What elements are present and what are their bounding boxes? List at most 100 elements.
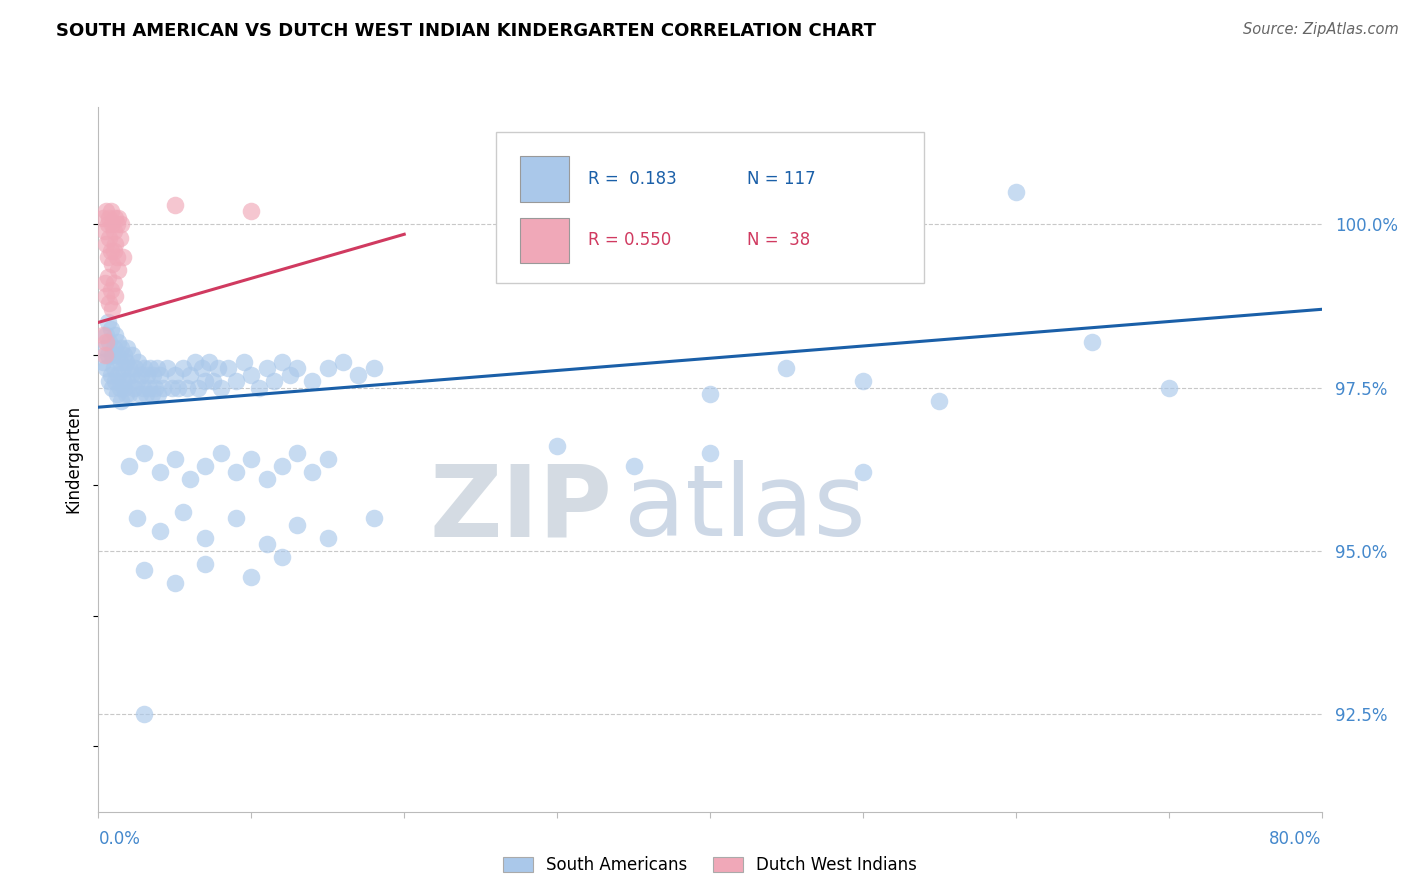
Point [93,342,115,356]
Point [100,244,122,258]
Point [156,361,179,376]
Point [103,342,125,356]
Point [1081,334,1104,349]
Point [332,354,354,368]
Point [103,244,125,258]
Point [103,276,125,290]
Point [194,458,217,473]
Point [149,368,172,382]
Point [98,230,121,244]
Point [103,224,125,238]
Point [93,224,115,238]
Point [134,563,156,577]
Point [105,387,128,401]
Point [129,368,152,382]
Point [270,550,294,565]
Point [163,198,186,212]
Point [194,557,217,571]
Point [225,511,247,525]
FancyBboxPatch shape [496,132,924,284]
Point [270,458,294,473]
Text: Source: ZipAtlas.com: Source: ZipAtlas.com [1243,22,1399,37]
Point [256,361,278,376]
Point [111,250,134,264]
Point [104,289,127,303]
Point [240,204,263,219]
Point [240,368,263,382]
FancyBboxPatch shape [520,218,569,263]
Point [101,381,124,395]
Point [94,289,117,303]
Point [112,381,135,395]
Point [91,328,114,343]
Point [93,276,115,290]
Point [124,361,146,376]
Point [191,361,214,376]
Point [316,452,339,467]
Point [108,230,131,244]
Point [278,368,301,382]
Point [347,368,370,382]
Point [699,446,721,460]
Point [928,393,950,408]
Point [97,218,120,232]
Point [117,374,139,388]
Point [118,458,141,473]
Point [163,452,186,467]
Point [100,368,122,382]
Point [145,361,167,376]
Point [107,211,129,225]
Point [143,381,166,395]
Point [136,368,159,382]
Point [285,517,308,532]
Point [141,387,163,401]
Point [194,374,217,388]
Point [225,466,247,480]
Point [111,374,134,388]
Point [105,218,128,232]
Point [104,211,127,225]
Point [104,328,127,343]
Point [98,374,121,388]
Point [132,381,155,395]
Text: 80.0%: 80.0% [1270,830,1322,848]
Point [699,387,721,401]
Point [179,472,201,486]
Point [163,368,186,382]
Point [135,387,157,401]
Point [127,354,149,368]
Point [107,368,129,382]
Point [105,348,128,362]
Point [98,295,121,310]
Point [184,354,207,368]
Point [207,361,229,376]
Point [363,511,385,525]
Point [623,458,645,473]
Point [98,334,121,349]
Point [852,374,875,388]
Point [94,237,117,252]
Point [94,334,117,349]
Point [94,328,117,343]
Point [93,348,115,362]
Point [285,446,308,460]
Point [240,452,263,467]
Point [240,570,263,584]
Text: 0.0%: 0.0% [98,830,141,848]
Point [110,218,132,232]
Point [121,348,143,362]
Text: N = 117: N = 117 [747,169,815,188]
Point [852,466,875,480]
Y-axis label: Kindergarten: Kindergarten [65,405,83,514]
Point [118,387,141,401]
Point [187,381,209,395]
Point [112,348,135,362]
Point [101,302,124,317]
Text: atlas: atlas [624,460,866,558]
Point [138,381,160,395]
Point [100,204,122,219]
Point [108,354,131,368]
Point [97,348,120,362]
Point [134,446,156,460]
Point [1157,381,1180,395]
